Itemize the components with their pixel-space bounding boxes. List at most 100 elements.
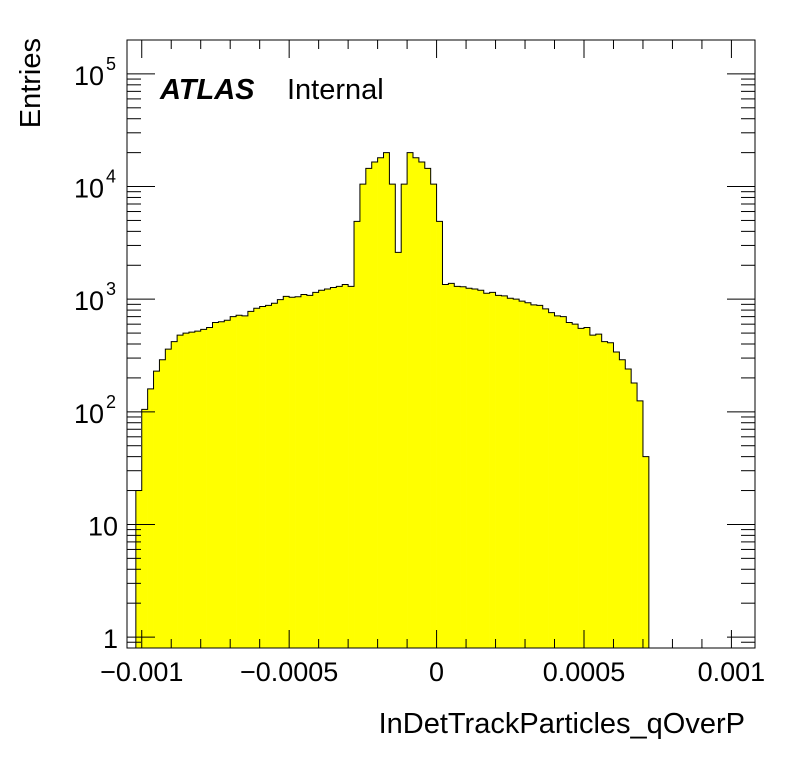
y-tick-label: 10: [74, 61, 104, 91]
histogram-bin: [536, 305, 544, 648]
histogram-bin: [153, 371, 160, 648]
x-axis-label: InDetTrackParticles_qOverP: [379, 708, 745, 740]
x-tick-label: 0.001: [698, 657, 766, 687]
histogram-bin: [454, 286, 461, 648]
internal-label: Internal: [287, 74, 384, 106]
histogram-bin: [554, 315, 561, 648]
histogram-bin: [336, 286, 343, 648]
histogram-bin: [619, 359, 626, 648]
histogram-bin: [595, 334, 602, 648]
histogram-bin: [525, 302, 532, 648]
histogram-bin: [601, 341, 608, 648]
histogram-bin: [253, 308, 260, 648]
histogram-bin: [324, 289, 331, 648]
histogram-bin: [218, 321, 225, 648]
histogram-bin: [460, 286, 467, 648]
x-tick-label: −0.001: [100, 657, 183, 687]
histogram-bin: [283, 296, 290, 648]
atlas-label: ATLAS: [159, 74, 255, 106]
y-tick-label: 1: [103, 624, 118, 654]
histogram-bin: [578, 328, 585, 648]
histogram-bin: [589, 335, 597, 648]
y-tick-label: 10: [74, 174, 104, 204]
histogram-bin: [265, 305, 272, 648]
histogram-bin: [342, 284, 349, 648]
histogram-bin: [359, 184, 367, 648]
histogram-bin: [289, 297, 296, 648]
histogram-bin: [300, 294, 308, 648]
y-tick-exponent: 5: [106, 54, 116, 74]
histogram-bin: [230, 316, 237, 648]
histogram-bin: [383, 152, 390, 648]
histogram-bin: [171, 341, 178, 648]
histogram-bin: [501, 295, 508, 648]
y-tick-exponent: 2: [106, 392, 116, 412]
histogram-bin: [607, 342, 614, 648]
histogram-bin: [188, 332, 196, 648]
histogram-bin: [548, 312, 555, 648]
histogram-outline: [135, 152, 650, 648]
x-axis-tick-labels: −0.001 −0.0005 0 0.0005 0.001: [100, 657, 765, 687]
histogram-bin: [542, 308, 549, 648]
y-axis-ticks: [127, 39, 755, 649]
histogram-bin: [371, 162, 378, 648]
histogram-bin: [271, 303, 278, 648]
histogram-bin: [306, 295, 314, 648]
histogram-bin: [560, 316, 567, 648]
histogram-bin: [312, 292, 319, 648]
histogram-bin: [495, 295, 502, 648]
histogram-bin: [194, 331, 202, 648]
histogram-bin: [318, 290, 325, 648]
histogram-bin: [395, 252, 402, 648]
histogram-bin: [365, 168, 373, 649]
y-axis-label: Entries: [15, 38, 47, 128]
histogram-bin: [530, 304, 538, 648]
histogram-bin: [637, 400, 644, 648]
y-tick-label: 10: [74, 399, 104, 429]
histogram-bin: [147, 388, 154, 648]
histogram-bin: [477, 290, 485, 648]
histogram-bin: [430, 184, 437, 648]
histogram-bin: [389, 184, 396, 648]
histogram-bin: [165, 349, 172, 648]
histogram-bin: [583, 327, 591, 648]
histogram-bin: [466, 288, 473, 648]
histogram-bin: [224, 320, 231, 648]
histogram-bin: [401, 184, 408, 648]
histogram-bin: [177, 335, 184, 648]
histogram-bars: [135, 152, 650, 649]
histogram-bin: [354, 221, 361, 648]
histogram-bin: [348, 286, 355, 648]
x-tick-label: 0.0005: [543, 657, 626, 687]
histogram-bin: [277, 299, 284, 648]
y-tick-exponent: 3: [106, 279, 116, 299]
histogram-bin: [407, 152, 414, 648]
histogram-bin: [295, 296, 302, 648]
histogram-bin: [631, 383, 638, 648]
histogram-bin: [418, 162, 426, 648]
histogram-bin: [412, 157, 420, 648]
histogram-bin: [519, 301, 526, 648]
histogram-bin: [241, 315, 249, 648]
histogram-bin: [442, 284, 449, 648]
histogram-bin: [377, 157, 384, 648]
histogram-bin: [483, 293, 490, 648]
histogram-bin: [247, 311, 255, 648]
histogram-bin: [513, 299, 520, 648]
x-axis-ticks: [141, 40, 732, 648]
y-tick-label: 10: [88, 511, 118, 541]
histogram-bin: [141, 409, 148, 648]
histogram-bin: [489, 292, 496, 648]
histogram-bin: [212, 322, 219, 648]
histogram-bin: [424, 168, 431, 649]
histogram-bin: [436, 221, 443, 648]
y-tick-label: 10: [74, 286, 104, 316]
histogram-bin: [183, 333, 190, 648]
histogram-bin: [471, 289, 479, 648]
histogram-bin: [448, 283, 455, 648]
histogram-bin: [507, 298, 514, 648]
histogram-bin: [642, 456, 650, 648]
histogram-bin: [206, 327, 213, 648]
x-tick-label: −0.0005: [240, 657, 338, 687]
histogram-bin: [572, 324, 579, 648]
